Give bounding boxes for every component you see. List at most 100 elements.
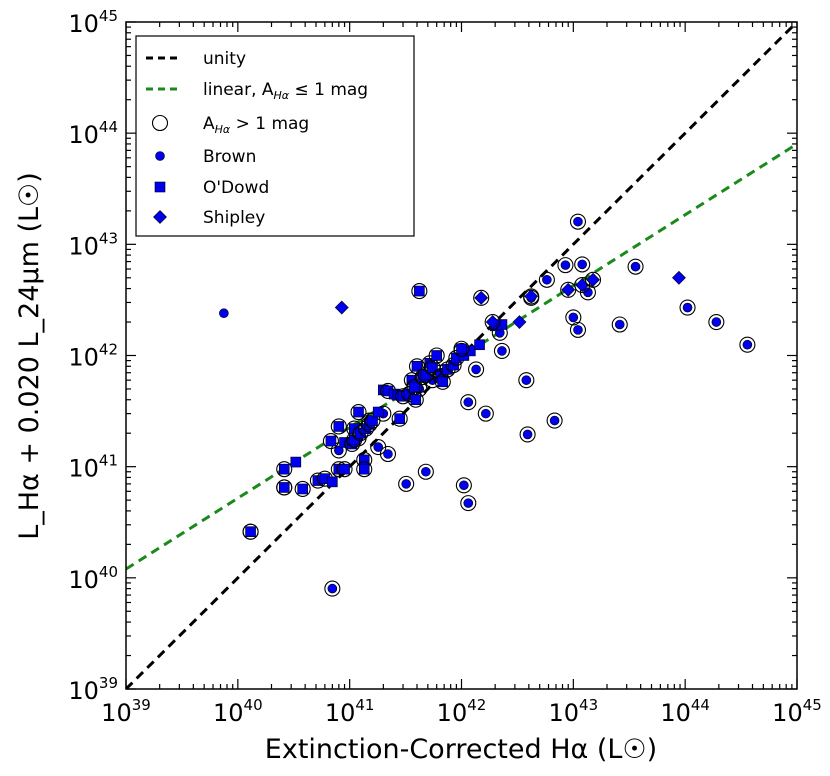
point-odowd (245, 526, 256, 538)
x-tick-labels: 1039 1040 1041 1042 1043 1044 1045 (101, 696, 822, 727)
legend-ring-swatch (151, 114, 169, 132)
x-axis-title: Extinction-Corrected Hα (L☉) (265, 734, 657, 765)
point-shipley (561, 282, 576, 297)
point-shipley (334, 300, 349, 315)
extinction-ring-point (569, 321, 587, 338)
point-odowd (290, 456, 302, 468)
extinction-ring-point (276, 479, 293, 496)
extinction-ring-point (627, 258, 644, 275)
point-brown (522, 429, 533, 440)
extinction-ring-point (473, 289, 490, 306)
extinction-ring-point (493, 342, 511, 359)
point-odowd (333, 421, 345, 432)
extinction-ring-point (611, 316, 628, 333)
point-odowd (358, 463, 370, 475)
y-tick-label: 1040 (68, 563, 118, 594)
extinction-ring-point (322, 432, 339, 450)
extinction-ring-point (565, 309, 582, 326)
point-brown (521, 375, 532, 385)
point-brown (373, 442, 384, 452)
extinction-ring-point (391, 410, 408, 427)
point-odowd (278, 482, 290, 493)
point-brown (711, 317, 722, 327)
extinction-ring-point (370, 439, 387, 456)
point-odowd (348, 434, 360, 445)
extinction-ring-point (330, 442, 347, 459)
point-shipley (586, 272, 600, 287)
x-tick-label: 1039 (101, 696, 151, 727)
extinction-ring-point (739, 336, 756, 353)
point-odowd (327, 476, 338, 488)
legend-circle-swatch (155, 151, 165, 161)
point-brown (549, 415, 560, 426)
x-tick-label: 1041 (325, 696, 375, 727)
extinction-ring-point (336, 461, 353, 478)
point-odowd (278, 463, 290, 475)
extinction-ring-point (519, 426, 536, 443)
data-points (219, 213, 756, 597)
extinction-ring-point (407, 391, 424, 408)
legend-diamond-swatch (153, 210, 167, 224)
extinction-ring-point (453, 340, 470, 357)
point-brown (614, 319, 625, 330)
extinction-ring-point (546, 412, 563, 429)
point-brown (742, 339, 753, 350)
point-shipley (672, 270, 686, 285)
extinction-ring-point (484, 313, 501, 331)
point-odowd (431, 350, 442, 361)
point-brown (577, 259, 587, 270)
extinction-ring-point (518, 372, 535, 389)
extinction-ring-point (350, 403, 367, 421)
extinction-ring-point (523, 288, 540, 305)
point-odowd (297, 483, 308, 495)
extinction-ring-point (294, 480, 311, 498)
point-odowd (456, 343, 467, 355)
point-shipley (474, 290, 489, 305)
point-brown (334, 445, 344, 456)
legend-label: O'Dowd (203, 178, 269, 198)
y-tick-label: 1045 (68, 7, 118, 38)
extinction-ring-point (584, 271, 602, 288)
point-brown (383, 449, 393, 459)
point-odowd (411, 360, 423, 372)
point-brown (497, 346, 507, 356)
x-tick-label: 1043 (549, 696, 599, 727)
point-odowd (339, 463, 350, 475)
extinction-ring-point (330, 418, 347, 435)
point-brown (682, 302, 693, 313)
extinction-ring-point (428, 347, 445, 364)
y-tick-label: 1044 (68, 118, 118, 149)
point-brown (573, 216, 583, 227)
point-odowd (394, 413, 405, 425)
point-odowd (358, 454, 370, 466)
legend-label: linear, AHα ≤ 1 mag (203, 80, 368, 102)
extinction-ring-point (417, 463, 434, 480)
extinction-ring-point (460, 495, 477, 512)
extinction-ring-point (276, 461, 293, 478)
point-odowd (372, 406, 384, 418)
extinction-ring-point (324, 580, 341, 597)
legend-label: unity (203, 49, 246, 69)
extinction-ring-point (538, 271, 555, 288)
point-odowd (410, 394, 422, 406)
y-tick-label: 1041 (68, 452, 118, 483)
point-brown (573, 325, 583, 335)
point-brown (481, 408, 491, 419)
x-tick-label: 1045 (772, 696, 822, 727)
point-shipley (512, 315, 527, 329)
extinction-ring-point (708, 313, 725, 331)
point-shipley (485, 315, 500, 329)
extinction-ring-point (455, 477, 472, 494)
point-odowd (353, 406, 364, 418)
point-brown (421, 466, 431, 477)
y-tick-label: 1042 (68, 341, 118, 372)
point-brown (560, 260, 571, 270)
extinction-ring-point (679, 299, 696, 316)
y-tick-label: 1043 (68, 229, 118, 260)
extinction-ring-point (468, 361, 485, 378)
x-tick-label: 1040 (213, 696, 263, 727)
extinction-ring-point (398, 475, 415, 492)
extinction-ring-point (356, 461, 373, 478)
point-odowd (414, 285, 425, 297)
